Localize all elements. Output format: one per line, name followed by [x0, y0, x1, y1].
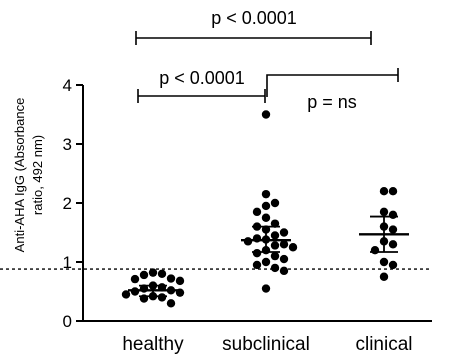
data-point [388, 210, 398, 219]
bracket-line [266, 68, 399, 97]
y-axis-title: Anti-AHA IgG (Absorbance ratio, 492 nm) [12, 98, 45, 253]
data-point [379, 272, 389, 281]
significance-bracket-3: p = ns [266, 68, 399, 112]
data-point [370, 246, 380, 255]
p-value-label: p = ns [307, 92, 357, 112]
data-point [261, 201, 271, 211]
data-point [270, 241, 280, 250]
data-point [130, 274, 140, 284]
data-point [261, 189, 271, 199]
data-point [252, 260, 262, 270]
data-point [175, 276, 185, 286]
data-point [166, 299, 176, 308]
y-axis-title-line-1: Anti-AHA IgG (Absorbance [12, 98, 27, 253]
y-tick-label-4: 4 [63, 76, 72, 95]
data-point [261, 110, 271, 119]
data-point [270, 231, 280, 240]
data-point [157, 293, 167, 302]
bracket-line [135, 31, 372, 45]
data-point [379, 257, 389, 267]
y-tick-label-0: 0 [63, 312, 72, 331]
data-groups [121, 110, 409, 308]
y-axis-title-line-2: ratio, 492 nm) [30, 135, 45, 215]
y-tick-label-2: 2 [63, 194, 72, 213]
group-subclinical [241, 110, 298, 293]
data-point [288, 243, 298, 252]
significance-bracket-1: p < 0.0001 [135, 8, 372, 45]
y-axis-ticks: 0 1 2 3 4 [63, 76, 83, 331]
x-axis-category-labels: healthy subclinical clinical [122, 334, 412, 355]
group-healthy [121, 268, 185, 308]
data-point [279, 240, 289, 249]
data-point [379, 187, 389, 196]
data-point [270, 198, 280, 208]
x-category-label-subclinical: subclinical [222, 334, 310, 355]
data-point [261, 257, 271, 267]
data-point [388, 260, 398, 270]
data-point [270, 251, 280, 261]
x-category-label-healthy: healthy [122, 334, 184, 355]
y-tick-label-3: 3 [63, 135, 72, 154]
data-point [270, 263, 280, 273]
data-point [261, 284, 271, 293]
data-point [148, 268, 158, 277]
data-point [279, 254, 289, 264]
bracket-line [137, 89, 266, 103]
data-point [388, 240, 398, 249]
data-point [252, 248, 262, 258]
significance-bracket-2: p < 0.0001 [137, 68, 266, 103]
data-point [379, 207, 389, 217]
y-tick-label-1: 1 [63, 253, 72, 272]
x-category-label-clinical: clinical [355, 334, 412, 355]
data-point [157, 269, 167, 278]
data-point [388, 225, 398, 234]
p-value-label: p < 0.0001 [159, 68, 245, 88]
group-clinical [359, 187, 409, 281]
data-point [261, 213, 271, 222]
data-point [279, 228, 289, 237]
data-point [121, 290, 131, 299]
data-point [166, 274, 176, 283]
data-point [279, 266, 289, 276]
significance-brackets: p < 0.0001 p < 0.0001 p = ns [135, 8, 399, 112]
data-point [252, 207, 262, 217]
data-point [388, 187, 398, 196]
data-point [139, 270, 149, 280]
p-value-label: p < 0.0001 [211, 8, 297, 28]
